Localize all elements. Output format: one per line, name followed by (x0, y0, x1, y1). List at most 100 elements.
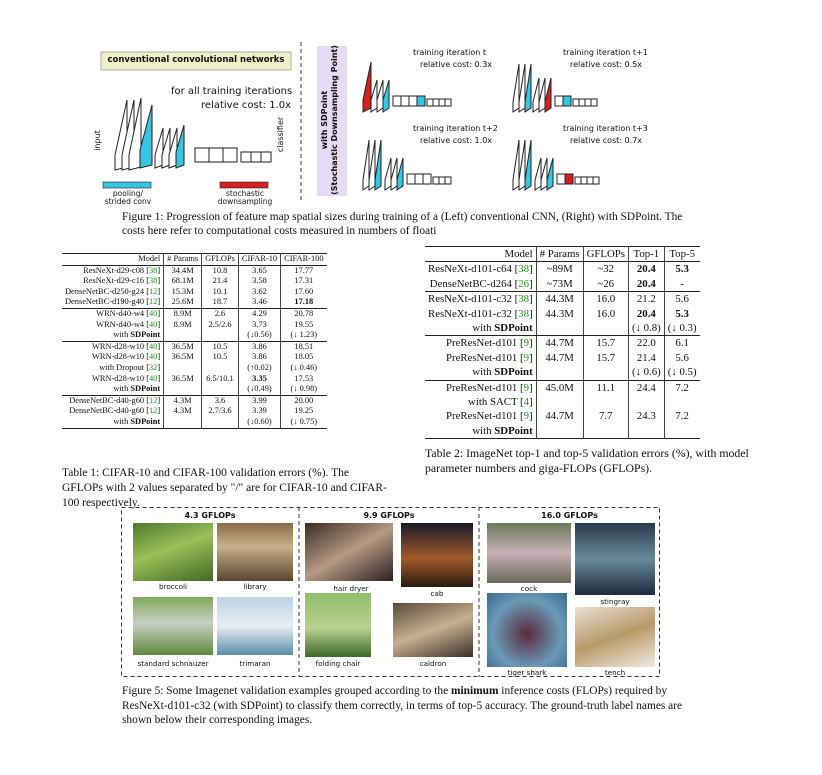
t2-cell: 11.1 (582, 379, 629, 410)
t2-row: PreResNet-d101 [9] with SDPoint 44.7M 15.7 2… (425, 350, 700, 381)
t1-cell: WRN-d28-w10 [40] with SDPoint (62, 373, 164, 396)
t2-cell: 15.7 (582, 350, 629, 381)
t1-cell: 3.35 (↓0.49) (237, 373, 281, 396)
t1-cell: WRN-d40-w4 [40] (62, 307, 164, 320)
iter-t1-cost: relative cost: 0.5x (570, 60, 643, 69)
t2-cell: 21.4 (↓ 0.6) (627, 350, 665, 381)
t1-cell: 3.86 (237, 340, 281, 353)
tiger-shark-label: tiger shark (507, 668, 547, 677)
fig5-caption-a: Figure 5: Some Imagenet validation examp… (122, 685, 451, 697)
tench-label: tench (604, 668, 626, 677)
t2-cell: 20.4 (↓ 0.8) (627, 306, 665, 337)
schnauzer-label: standard schnauzer (137, 659, 209, 668)
t1-cell: DenseNetBC-d190-g40 [12] (62, 297, 164, 309)
t1-row: WRN-d28-w10 [40] 36.5M 10.5 3.86 18.51 (62, 340, 327, 353)
t1-cell: 3.65 (237, 265, 281, 277)
table-2: Model # Params GFLOPs Top-1 Top-5 ResNeXt-d10… (425, 246, 700, 440)
t2-row: PreResNet-d101 [9] 44.7M 15.7 22.0 6.1 (425, 335, 700, 351)
t1-cell: 3.6 (201, 394, 239, 407)
folding-chair-image (305, 593, 371, 657)
t2-cell: 15.7 (582, 335, 629, 351)
t1-cell: 17.18 (280, 297, 327, 309)
iteration-t1-network (512, 63, 598, 113)
t1-cell: 2.7/3.6 (201, 406, 239, 428)
stingray-image (575, 523, 655, 595)
t2-cell: 5.6 (↓ 0.5) (663, 350, 700, 381)
t2-cell: 7.2 (663, 379, 700, 410)
fig5-caption-c: inference costs (FLOPs) required by ResN… (122, 685, 683, 726)
figure-5: 4.3 GFLOPs 9.9 GFLOPs 16.0 GFLOPs brocco… (121, 507, 660, 677)
t1-cell: WRN-d28-w10 [40] (62, 340, 164, 353)
t1-cell: 4.29 (237, 307, 281, 320)
t2-cell: - (663, 276, 700, 293)
figure-1: conventional convolutional networks for … (93, 40, 655, 210)
t1-cell: 17.77 (280, 265, 327, 277)
t2-cell: 5.3 (663, 261, 700, 277)
col3-title: 16.0 GFLOPs (541, 511, 598, 520)
trimaran-image (217, 597, 293, 655)
t2-header-cell: GFLOPs (582, 246, 629, 263)
iteration-t3-network (512, 139, 600, 191)
hair-dryer-caption-label: hair dryer (333, 584, 369, 593)
fig5-caption-bold: minimum (450, 685, 499, 697)
t2-cell: 16.0 (582, 291, 629, 307)
cock-image (487, 523, 571, 583)
t1-row: WRN-d40-w4 [40] with SDPoint 8.9M 2.5/2.6 3.… (62, 319, 327, 342)
conv-title: conventional convolutional networks (107, 55, 285, 65)
legend-stoch-label: stochastic downsampling (217, 189, 273, 206)
t1-row: WRN-d28-w10 [40] with SDPoint 36.5M 6.5/10.… (62, 373, 327, 396)
iter-t2-cost: relative cost: 1.0x (420, 136, 493, 145)
t1-row: WRN-d28-w10 [40] with Dropout [32] 36.5M 10… (62, 352, 327, 374)
library-label: library (243, 582, 267, 591)
t2-cell: 24.4 (627, 379, 665, 410)
t1-header-row: Model # Params GFLOPs CIFAR-10 CIFAR-100 (62, 253, 327, 266)
t2-cell: ResNeXt-d101-c64 [38] (428, 263, 533, 276)
t2-row: ResNeXt-d101-c32 [38] with SDPoint 44.3M 16… (425, 306, 700, 337)
t2-cell: ResNeXt-d101-c32 [38] with SDPoint (425, 306, 537, 337)
t2-cell: PreResNet-d101 [9] with SDPoint (425, 350, 537, 381)
t1-header-cell: GFLOPs (201, 253, 239, 266)
t1-cell: DenseNetBC-d40-g60 [12] with SDPoint (69, 406, 161, 426)
table-1-caption: Table 1: CIFAR-10 and CIFAR-100 validati… (62, 467, 387, 509)
table-2-caption: Table 2: ImageNet top-1 and top-5 valida… (425, 446, 749, 475)
t1-cell: 18.51 (280, 340, 327, 353)
t1-cell: 3.73 (↓0.56) (237, 319, 281, 342)
t2-cell: 44.7M (535, 409, 584, 439)
t1-cell: 18.7 (201, 297, 239, 309)
trimaran-label: trimaran (239, 659, 271, 668)
t2-cell: ~73M (535, 276, 584, 293)
t1-row: WRN-d40-w4 [40] 8.9M 2.6 4.29 20.78 (62, 307, 327, 320)
t2-cell: ResNeXt-d101-c32 [38] (425, 291, 537, 307)
table-1: Model # Params GFLOPs CIFAR-10 CIFAR-100 ResN… (62, 253, 327, 429)
t2-cell: 44.7M (535, 350, 584, 381)
figure-1-caption: Figure 1: Progression of feature map spa… (122, 211, 683, 237)
figure-5-frames (121, 507, 660, 677)
iter-t1-title: training iteration t+1 (563, 48, 648, 57)
t2-cell: 44.7M (535, 335, 584, 351)
library-image (217, 523, 293, 581)
t2-row: DenseNetBC-d264 [26] ~73M ~26 20.4- (425, 276, 700, 293)
t1-cell: DenseNetBC-d40-g60 [12] (62, 394, 164, 407)
all-iter-label: for all training iterations (171, 86, 293, 97)
t2-cell: ~89M (535, 261, 584, 277)
sdpoint-label: with SDPoint (Stochastic Downsampling Po… (320, 45, 339, 195)
iteration-t2-network (362, 139, 452, 191)
stingray-label: stingray (600, 597, 630, 606)
t2-cell: 16.0 (582, 306, 629, 337)
t1-cell: 8.9M (163, 307, 202, 320)
iter-t-cost: relative cost: 0.3x (420, 60, 493, 69)
t1-cell: WRN-d40-w4 [40] with SDPoint (62, 319, 164, 342)
figure-5-caption: Figure 5: Some Imagenet validation examp… (122, 684, 702, 728)
t1-cell: 4.3M (163, 394, 202, 407)
cab-image (401, 523, 473, 587)
t1-cell: 3.99 (237, 394, 281, 407)
t2-cell: 6.1 (663, 335, 700, 351)
iter-t-title: training iteration t (413, 48, 487, 57)
t1-cell: 3.58 (237, 276, 281, 287)
t1-cell: DenseNetBC-d250-g24 [12] (65, 286, 161, 296)
t2-cell: 21.2 (627, 291, 665, 307)
t1-cell: 36.5M (163, 373, 202, 396)
col2-title: 9.9 GFLOPs (363, 511, 415, 520)
t2-cell: 20.4 (627, 276, 665, 293)
t2-cell: 5.3 (↓ 0.3) (663, 306, 700, 337)
